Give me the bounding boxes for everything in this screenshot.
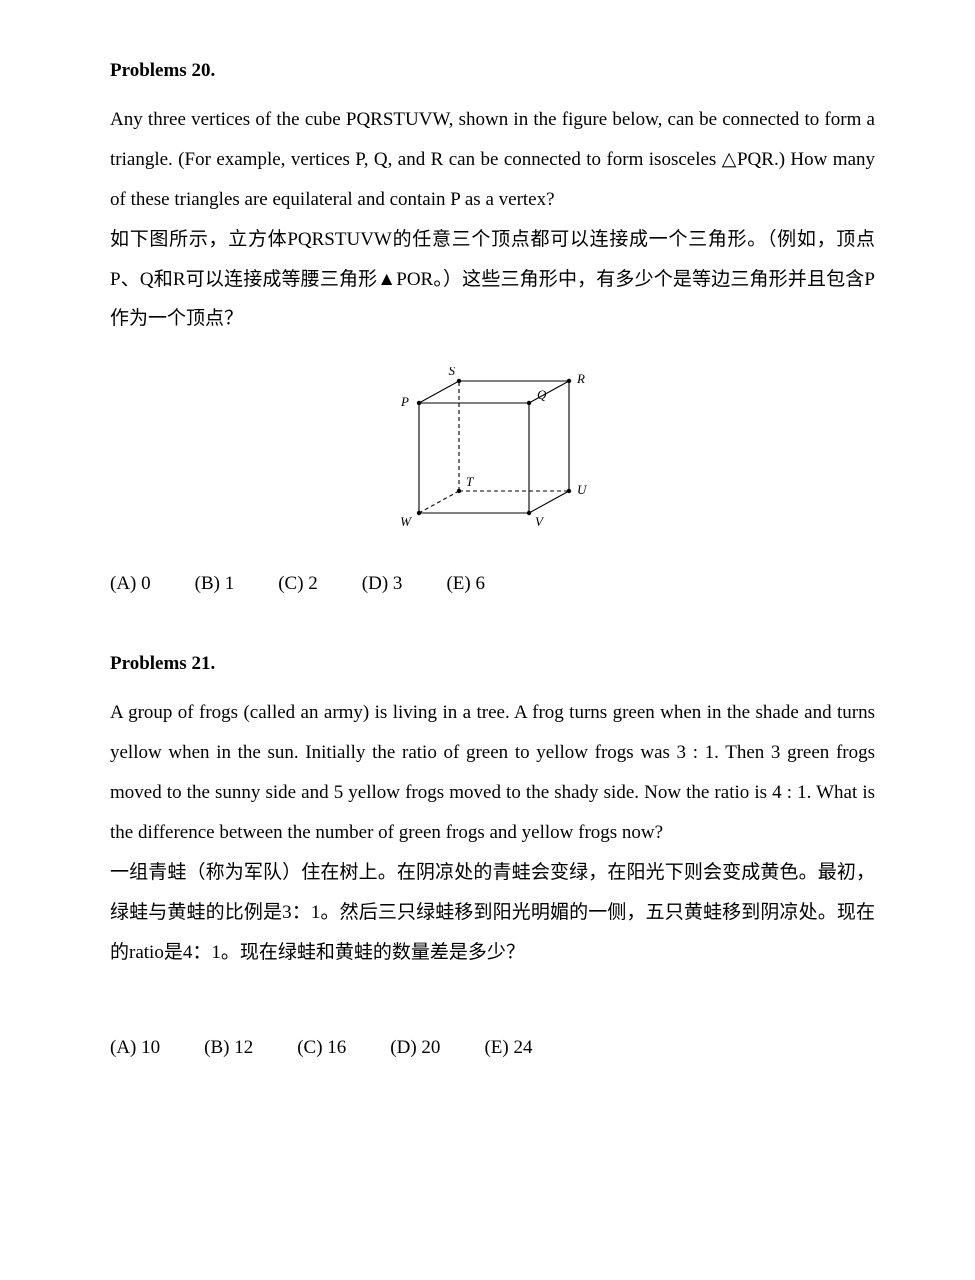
problem-21-text-en: A group of frogs (called an army) is liv… [110,693,875,853]
choice-21-a: (A) 10 [110,1037,160,1059]
svg-text:V: V [535,514,545,529]
page: Problems 20. Any three vertices of the c… [0,0,975,1280]
choice-21-e: (E) 24 [484,1037,532,1059]
svg-text:Q: Q [537,387,547,402]
svg-text:R: R [576,371,585,386]
choice-20-b: (B) 1 [195,573,235,595]
problem-20-heading: Problems 20. [110,60,875,82]
svg-text:T: T [466,474,474,489]
choice-20-d: (D) 3 [362,573,403,595]
problem-21-text-cn: 一组青蛙（称为军队）住在树上。在阴凉处的青蛙会变绿，在阳光下则会变成黄色。最初，… [110,853,875,973]
choice-20-a: (A) 0 [110,573,151,595]
svg-text:P: P [400,394,409,409]
choice-20-e: (E) 6 [446,573,485,595]
svg-text:W: W [400,514,412,529]
problem-21-choices: (A) 10 (B) 12 (C) 16 (D) 20 (E) 24 [110,1037,875,1059]
choice-21-d: (D) 20 [390,1037,440,1059]
svg-text:S: S [448,367,455,378]
problem-20-text-cn: 如下图所示，立方体PQRSTUVW的任意三个顶点都可以连接成一个三角形。（例如，… [110,220,875,340]
choice-21-c: (C) 16 [297,1037,346,1059]
problem-21-heading: Problems 21. [110,653,875,675]
svg-text:U: U [577,482,588,497]
problem-20-text-en: Any three vertices of the cube PQRSTUVW,… [110,100,875,220]
problem-20-choices: (A) 0 (B) 1 (C) 2 (D) 3 (E) 6 [110,573,875,595]
cube-figure: P Q R S T U V W [110,367,875,537]
choice-20-c: (C) 2 [278,573,318,595]
cube-diagram: P Q R S T U V W [383,367,603,537]
choice-21-b: (B) 12 [204,1037,253,1059]
